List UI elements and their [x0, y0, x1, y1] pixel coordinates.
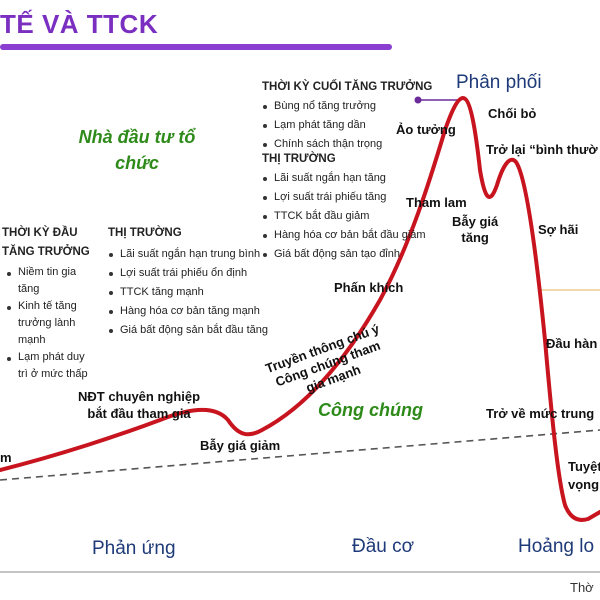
market-mid-item: TTCK tăng mạnh: [108, 283, 268, 302]
illusion-label: Ảo tưởng: [396, 122, 456, 137]
return-normal-label: Trở lại “bình thườ: [486, 142, 598, 157]
market-late-item: Giá bất động sản tạo đỉnh: [262, 245, 426, 264]
greed-label: Tham lam: [406, 195, 467, 210]
market-late-header: THỊ TRƯỜNG: [262, 153, 336, 165]
page-title: TẾ VÀ TTCK: [0, 9, 159, 39]
market-mid-item: Lợi suất trái phiếu ổn định: [108, 264, 268, 283]
market-mid-block: THỊ TRƯỜNG Lãi suất ngắn hạn trung bình …: [108, 224, 268, 340]
market-mid-item: Giá bất động sản bắt đầu tăng: [108, 321, 268, 340]
public-label: Công chúng: [318, 400, 423, 420]
market-mid-header: THỊ TRƯỜNG: [108, 227, 182, 239]
late-growth-item: Lạm phát tăng dần: [262, 116, 432, 135]
early-growth-block: THỜI KỲ ĐẦU TĂNG TRƯỞNG Niềm tin gia tăng…: [2, 224, 90, 383]
return-average-label: Trở về mức trung: [486, 406, 595, 421]
institutional-investor-label: Nhà đầu tư tổ chức: [78, 127, 196, 173]
market-late-item: Lãi suất ngắn hạn tăng: [262, 169, 426, 188]
pro-investors-label: NĐT chuyên nghiệp bắt đầu tham gia: [78, 389, 201, 421]
early-growth-item: Lạm phát duy trì ở mức thấp: [6, 349, 90, 383]
phase-reaction: Phản ứng: [92, 538, 176, 559]
early-growth-item: Kinh tế tăng trưởng lành mạnh: [6, 298, 90, 349]
left-edge-label: m: [0, 450, 12, 465]
early-growth-header-1: THỜI KỲ ĐẦU: [2, 227, 78, 239]
market-late-item: TTCK bắt đầu giảm: [262, 207, 426, 226]
market-late-item: Lợi suất trái phiếu tăng: [262, 188, 426, 207]
late-growth-block: THỜI KỲ CUỐI TĂNG TRƯỞNG Bùng nổ tăng tr…: [262, 78, 432, 154]
late-growth-item: Bùng nổ tăng trưởng: [262, 97, 432, 116]
denial-label: Chối bỏ: [488, 106, 537, 121]
bear-trap-label: Bẫy giá tăng: [452, 214, 499, 245]
distribution-label: Phân phối: [456, 72, 542, 93]
late-growth-header: THỜI KỲ CUỐI TĂNG TRƯỞNG: [262, 81, 433, 93]
market-late-item: Hàng hóa cơ bản bắt đầu giảm: [262, 226, 426, 245]
market-mid-item: Lãi suất ngắn hạn trung bình: [108, 245, 268, 264]
title-underline: [0, 44, 392, 50]
capitulation-label: Đầu hàn: [546, 336, 598, 351]
despair-label: Tuyệt vọng: [568, 459, 600, 492]
market-late-block: THỊ TRƯỜNG Lãi suất ngắn hạn tăng Lợi su…: [262, 150, 426, 264]
early-growth-header-2: TĂNG TRƯỞNG: [2, 246, 90, 258]
phase-panic: Hoảng lo: [518, 536, 595, 557]
bull-trap-label: Bẫy giá giảm: [200, 438, 281, 453]
time-axis-label: Thờ: [570, 580, 594, 595]
market-cycle-curve: [0, 95, 600, 522]
market-mid-item: Hàng hóa cơ bản tăng mạnh: [108, 302, 268, 321]
excitement-label: Phấn khích: [334, 280, 404, 295]
late-growth-item: Chính sách thận trọng: [262, 135, 432, 154]
early-growth-item: Niềm tin gia tăng: [6, 264, 90, 298]
reference-trend-line: [0, 429, 600, 481]
distribution-marker-dot: [414, 96, 422, 104]
fear-label: Sợ hãi: [538, 222, 579, 237]
phase-speculation: Đầu cơ: [352, 536, 415, 557]
